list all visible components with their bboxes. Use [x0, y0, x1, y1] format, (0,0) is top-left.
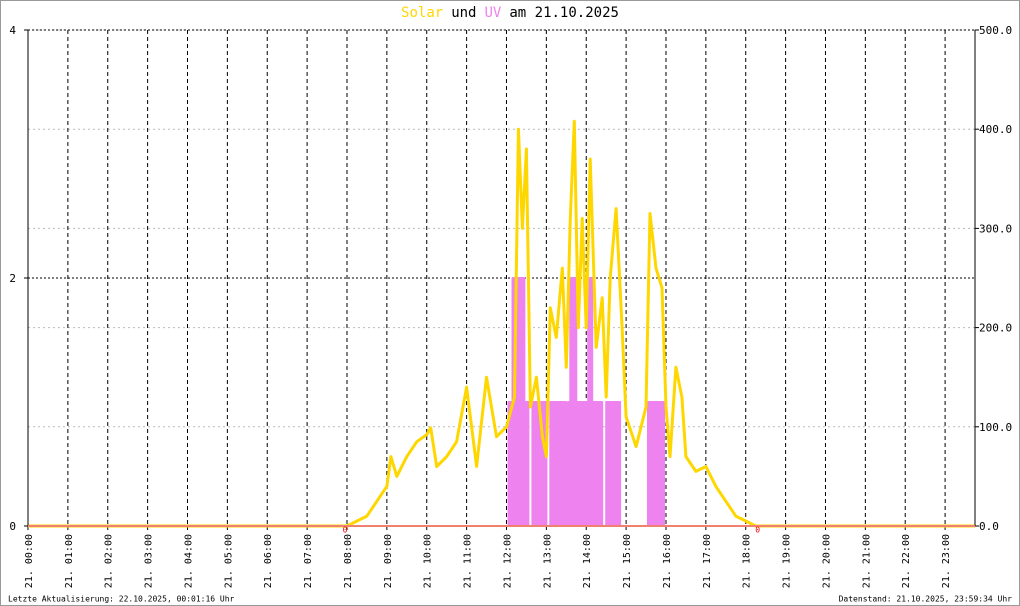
y-tick-label: 0 [9, 520, 16, 533]
x-tick-label: 21. 21:00 [861, 534, 872, 588]
x-tick-label: 21. 13:00 [542, 534, 553, 588]
x-tick-label: 21. 11:00 [463, 534, 474, 588]
x-tick-label: 21. 06:00 [263, 534, 274, 588]
y-tick-label: 4 [9, 24, 16, 37]
x-tick-label: 21. 01:00 [64, 534, 75, 588]
title-part: UV [485, 5, 502, 21]
title-part: am 21.10.2025 [509, 5, 619, 21]
title-part: Solar [401, 5, 443, 21]
annotation: 0 [343, 526, 348, 535]
y2-tick-label: 100.0 [979, 421, 1012, 434]
x-tick-label: 21. 18:00 [742, 534, 753, 588]
x-tick-label: 21. 16:00 [662, 534, 673, 588]
x-tick-label: 21. 10:00 [423, 534, 434, 588]
annotation: 0 [755, 526, 760, 535]
x-tick-label: 21. 04:00 [183, 534, 194, 588]
x-tick-label: 21. 22:00 [901, 534, 912, 588]
chart-title: Solar und UV am 21.10.2025 [401, 5, 619, 21]
series-line [28, 119, 975, 528]
x-tick-label: 21. 17:00 [702, 534, 713, 588]
x-tick-label: 21. 23:00 [941, 534, 952, 588]
y2-tick-label: 500.0 [979, 24, 1012, 37]
footer-left: Letzte Aktualisierung: 22.10.2025, 00:01… [8, 595, 235, 604]
y2-tick-label: 300.0 [979, 222, 1012, 235]
series-line [28, 277, 975, 527]
x-tick-label: 21. 09:00 [383, 534, 394, 588]
x-tick-label: 21. 19:00 [782, 534, 793, 588]
y2-tick-label: 0.0 [979, 520, 999, 533]
x-tick-label: 21. 00:00 [24, 534, 35, 588]
x-tick-label: 21. 20:00 [821, 534, 832, 588]
x-tick-label: 21. 07:00 [303, 534, 314, 588]
y2-tick-label: 200.0 [979, 322, 1012, 335]
x-tick-label: 21. 14:00 [582, 534, 593, 588]
x-tick-label: 21. 05:00 [223, 534, 234, 588]
y-tick-label: 2 [9, 272, 16, 285]
x-tick-label: 21. 08:00 [343, 534, 354, 588]
x-tick-label: 21. 03:00 [144, 534, 155, 588]
x-tick-label: 21. 12:00 [502, 534, 513, 588]
y2-tick-label: 400.0 [979, 123, 1012, 136]
title-part: und [451, 5, 476, 21]
x-tick-label: 21. 15:00 [622, 534, 633, 588]
x-tick-label: 21. 02:00 [104, 534, 115, 588]
footer-right: Datenstand: 21.10.2025, 23:59:34 Uhr [839, 595, 1013, 604]
